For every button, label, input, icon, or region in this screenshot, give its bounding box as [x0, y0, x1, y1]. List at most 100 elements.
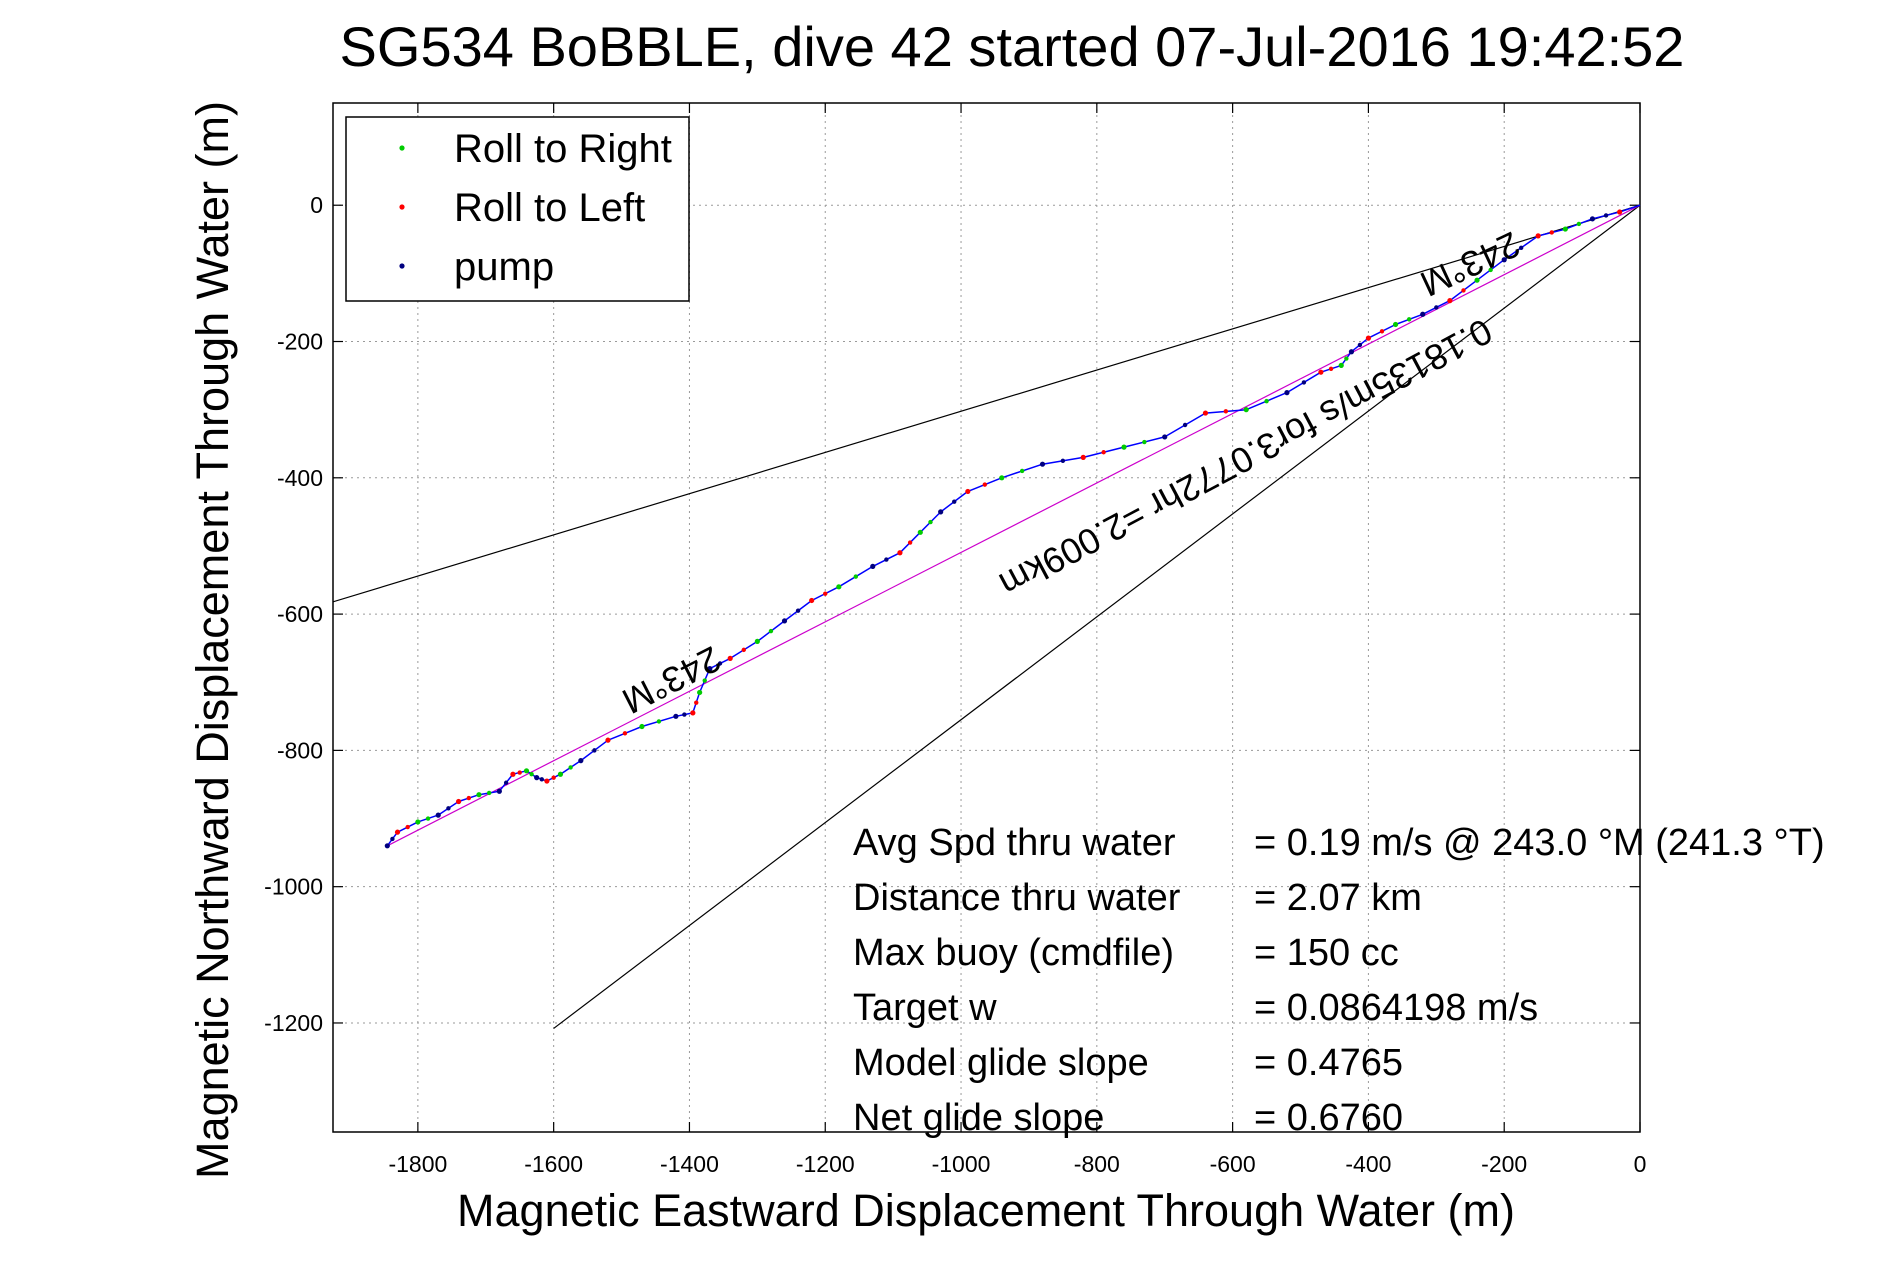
legend-marker: [399, 145, 405, 151]
y-tick-label: 0: [310, 192, 323, 218]
x-tick-label: -800: [1074, 1151, 1120, 1177]
track-marker: [1318, 369, 1324, 375]
track-marker: [529, 772, 534, 777]
x-tick-label: -1000: [932, 1151, 991, 1177]
line-labels: 243°M0.18135m/s for3.0772hr =2.009km243°…: [616, 224, 1526, 722]
track-marker: [809, 597, 815, 604]
track-marker: [435, 812, 441, 818]
track-marker: [517, 770, 522, 775]
stat-value: = 150 cc: [1254, 932, 1399, 974]
track-marker: [1365, 335, 1372, 341]
track-marker: [1474, 277, 1480, 283]
legend-label: Roll to Left: [454, 186, 645, 230]
track-marker: [466, 795, 471, 801]
track-marker: [415, 819, 421, 825]
stat-value: = 2.07 km: [1254, 877, 1422, 919]
track-marker: [496, 788, 502, 794]
stat-value: = 0.4765: [1254, 1042, 1403, 1084]
stat-value: = 0.6760: [1254, 1097, 1403, 1139]
track-marker: [1039, 461, 1046, 467]
track-marker: [1518, 245, 1524, 251]
track-marker: [707, 666, 713, 672]
track-marker: [999, 475, 1005, 481]
track-marker: [682, 712, 687, 717]
track-marker: [717, 661, 723, 666]
track-marker: [551, 775, 556, 780]
line-label: 0.18135m/s for3.0772hr =2.009km: [993, 311, 1499, 606]
y-axis-ticks: 0 -200 -400 -600 -800 -1000 -1200: [264, 192, 1640, 1036]
track-marker: [1617, 209, 1623, 215]
legend-marker: [399, 263, 405, 269]
track-marker: [741, 647, 746, 653]
x-tick-label: -1200: [796, 1151, 855, 1177]
track-marker: [1223, 409, 1229, 414]
track-marker: [510, 771, 516, 777]
track-marker: [394, 829, 401, 835]
track-marker: [928, 519, 933, 525]
legend: Roll to Right Roll to Left pump: [345, 116, 690, 302]
track-marker: [592, 748, 597, 753]
legend-label: pump: [454, 245, 554, 289]
track-marker: [1301, 380, 1307, 385]
line-label: 243°M: [616, 638, 728, 722]
track-marker: [768, 628, 774, 634]
x-tick-label: -400: [1345, 1151, 1391, 1177]
track-marker: [795, 608, 801, 613]
plot-area-frame: [332, 102, 1641, 1133]
x-axis-label: Magnetic Eastward Displacement Through W…: [457, 1185, 1515, 1236]
track-marker: [1284, 390, 1290, 396]
y-tick-label: -200: [277, 329, 323, 355]
track-marker: [1562, 226, 1568, 232]
y-axis-label: Magnetic Northward Displacement Through …: [187, 101, 238, 1179]
x-tick-label: -200: [1481, 1151, 1527, 1177]
track-marker: [1549, 230, 1554, 235]
track-marker: [1357, 342, 1363, 348]
track-marker: [1202, 410, 1209, 416]
x-tick-label: -1800: [388, 1151, 447, 1177]
track-marker: [544, 778, 550, 784]
track-marker: [425, 816, 431, 821]
track-marker: [938, 509, 944, 515]
chart-title: SG534 BoBBLE, dive 42 started 07-Jul-201…: [340, 15, 1685, 78]
stat-label: Target w: [853, 987, 997, 1029]
legend-items: Roll to Right Roll to Left pump: [399, 127, 672, 289]
stat-label: Max buoy (cmdfile): [853, 932, 1174, 974]
y-tick-label: -800: [277, 737, 323, 763]
track-marker: [1019, 468, 1025, 474]
stat-label: Avg Spd thru water: [853, 822, 1176, 864]
track-marker: [1392, 321, 1399, 328]
track-marker: [534, 775, 540, 781]
track-marker: [1080, 454, 1086, 460]
track-marker: [1121, 444, 1127, 450]
reference-line: [553, 204, 1640, 1029]
track-marker: [952, 499, 957, 504]
track-marker: [476, 792, 482, 798]
stat-value: = 0.19 m/s @ 243.0 °M (241.3 °T): [1254, 822, 1825, 864]
track-marker: [405, 824, 410, 830]
reference-lines: [333, 204, 1640, 1029]
reference-line: [387, 204, 1640, 847]
track-marker: [486, 790, 492, 796]
track-marker: [503, 780, 509, 785]
track-marker: [907, 540, 913, 545]
track-marker: [897, 550, 903, 556]
track-marker: [656, 719, 662, 724]
track-marker: [568, 765, 573, 770]
track-marker: [1379, 329, 1385, 334]
track-marker: [1406, 317, 1412, 322]
track-marker: [965, 488, 971, 495]
stat-label: Model glide slope: [853, 1042, 1149, 1084]
track-marker: [1264, 398, 1269, 404]
x-tick-label: -600: [1210, 1151, 1256, 1177]
stat-value: = 0.0864198 m/s: [1254, 987, 1538, 1029]
track-marker: [1589, 216, 1596, 222]
track-marker: [836, 584, 842, 590]
track-marker: [1488, 267, 1493, 273]
track-marker: [622, 731, 628, 736]
track-marker: [578, 758, 584, 764]
roll-markers: [384, 209, 1623, 849]
y-tick-label: -1200: [264, 1010, 323, 1036]
track-marker: [694, 700, 699, 705]
track-marker: [1338, 362, 1344, 368]
track-marker: [870, 563, 876, 569]
